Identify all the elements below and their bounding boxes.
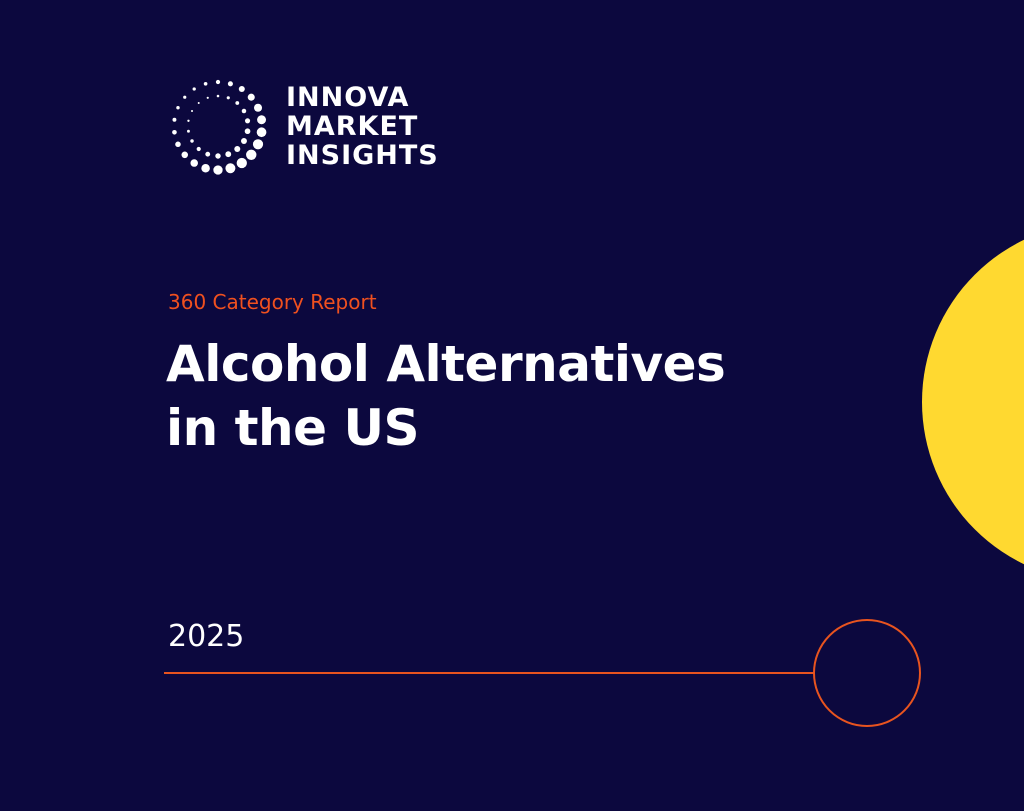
logo-dot (183, 95, 187, 99)
logo-dot (190, 139, 194, 143)
logo-dot (244, 118, 251, 124)
logo-dot (205, 151, 211, 157)
logo-dot (181, 151, 189, 159)
logo-dot (192, 87, 196, 91)
logo-dot (234, 145, 241, 152)
decorative-yellow-circle (922, 222, 1024, 582)
logo-dot (238, 85, 245, 92)
decorative-ring (813, 619, 921, 727)
report-title-line-2: in the US (166, 399, 420, 457)
logo-dot (252, 139, 264, 150)
logo-dot (256, 127, 267, 138)
logo-dot (197, 102, 200, 105)
logo-dot (213, 165, 223, 175)
logo-dot (172, 129, 177, 135)
logo-dot (215, 79, 221, 85)
brand-name-line-2: MARKET (286, 110, 419, 142)
logo-dot (201, 163, 210, 173)
logo-dot (244, 128, 251, 135)
report-year: 2025 (168, 619, 245, 654)
logo-dot (241, 138, 247, 144)
logo-dot (241, 108, 247, 114)
report-subtitle: 360 Category Report (168, 290, 377, 314)
logo-dot (172, 117, 177, 122)
report-title: Alcohol Alternatives in the US (166, 332, 726, 460)
logo-dot (235, 101, 240, 105)
logo-dot (187, 119, 190, 122)
logo-dot (257, 115, 267, 125)
report-title-line-1: Alcohol Alternatives (166, 335, 726, 393)
logo-dot (175, 141, 181, 148)
brand-name: INNOVA MARKET INSIGHTS (286, 83, 439, 170)
logo-dot (226, 96, 230, 100)
logo-dot (187, 129, 190, 133)
brand-logo: INNOVA MARKET INSIGHTS (166, 74, 439, 178)
logo-dot (236, 157, 247, 169)
logo-dot (190, 109, 194, 113)
logo-dot (190, 159, 198, 167)
logo-dot (216, 94, 220, 98)
brand-name-line-3: INSIGHTS (286, 139, 439, 171)
divider-line (164, 672, 814, 674)
logo-dot (203, 81, 208, 86)
logo-dot (247, 93, 255, 101)
logo-dot (253, 103, 263, 112)
dotted-circle-logo-icon (172, 79, 267, 175)
brand-name-line-1: INNOVA (286, 81, 410, 113)
logo-dot (225, 151, 232, 158)
logo-dot (196, 146, 201, 152)
logo-dot (246, 149, 257, 161)
logo-dot (176, 106, 180, 110)
logo-dot (206, 96, 209, 99)
logo-dot (215, 153, 221, 159)
logo-dot (225, 163, 236, 174)
logo-dot (227, 81, 233, 87)
